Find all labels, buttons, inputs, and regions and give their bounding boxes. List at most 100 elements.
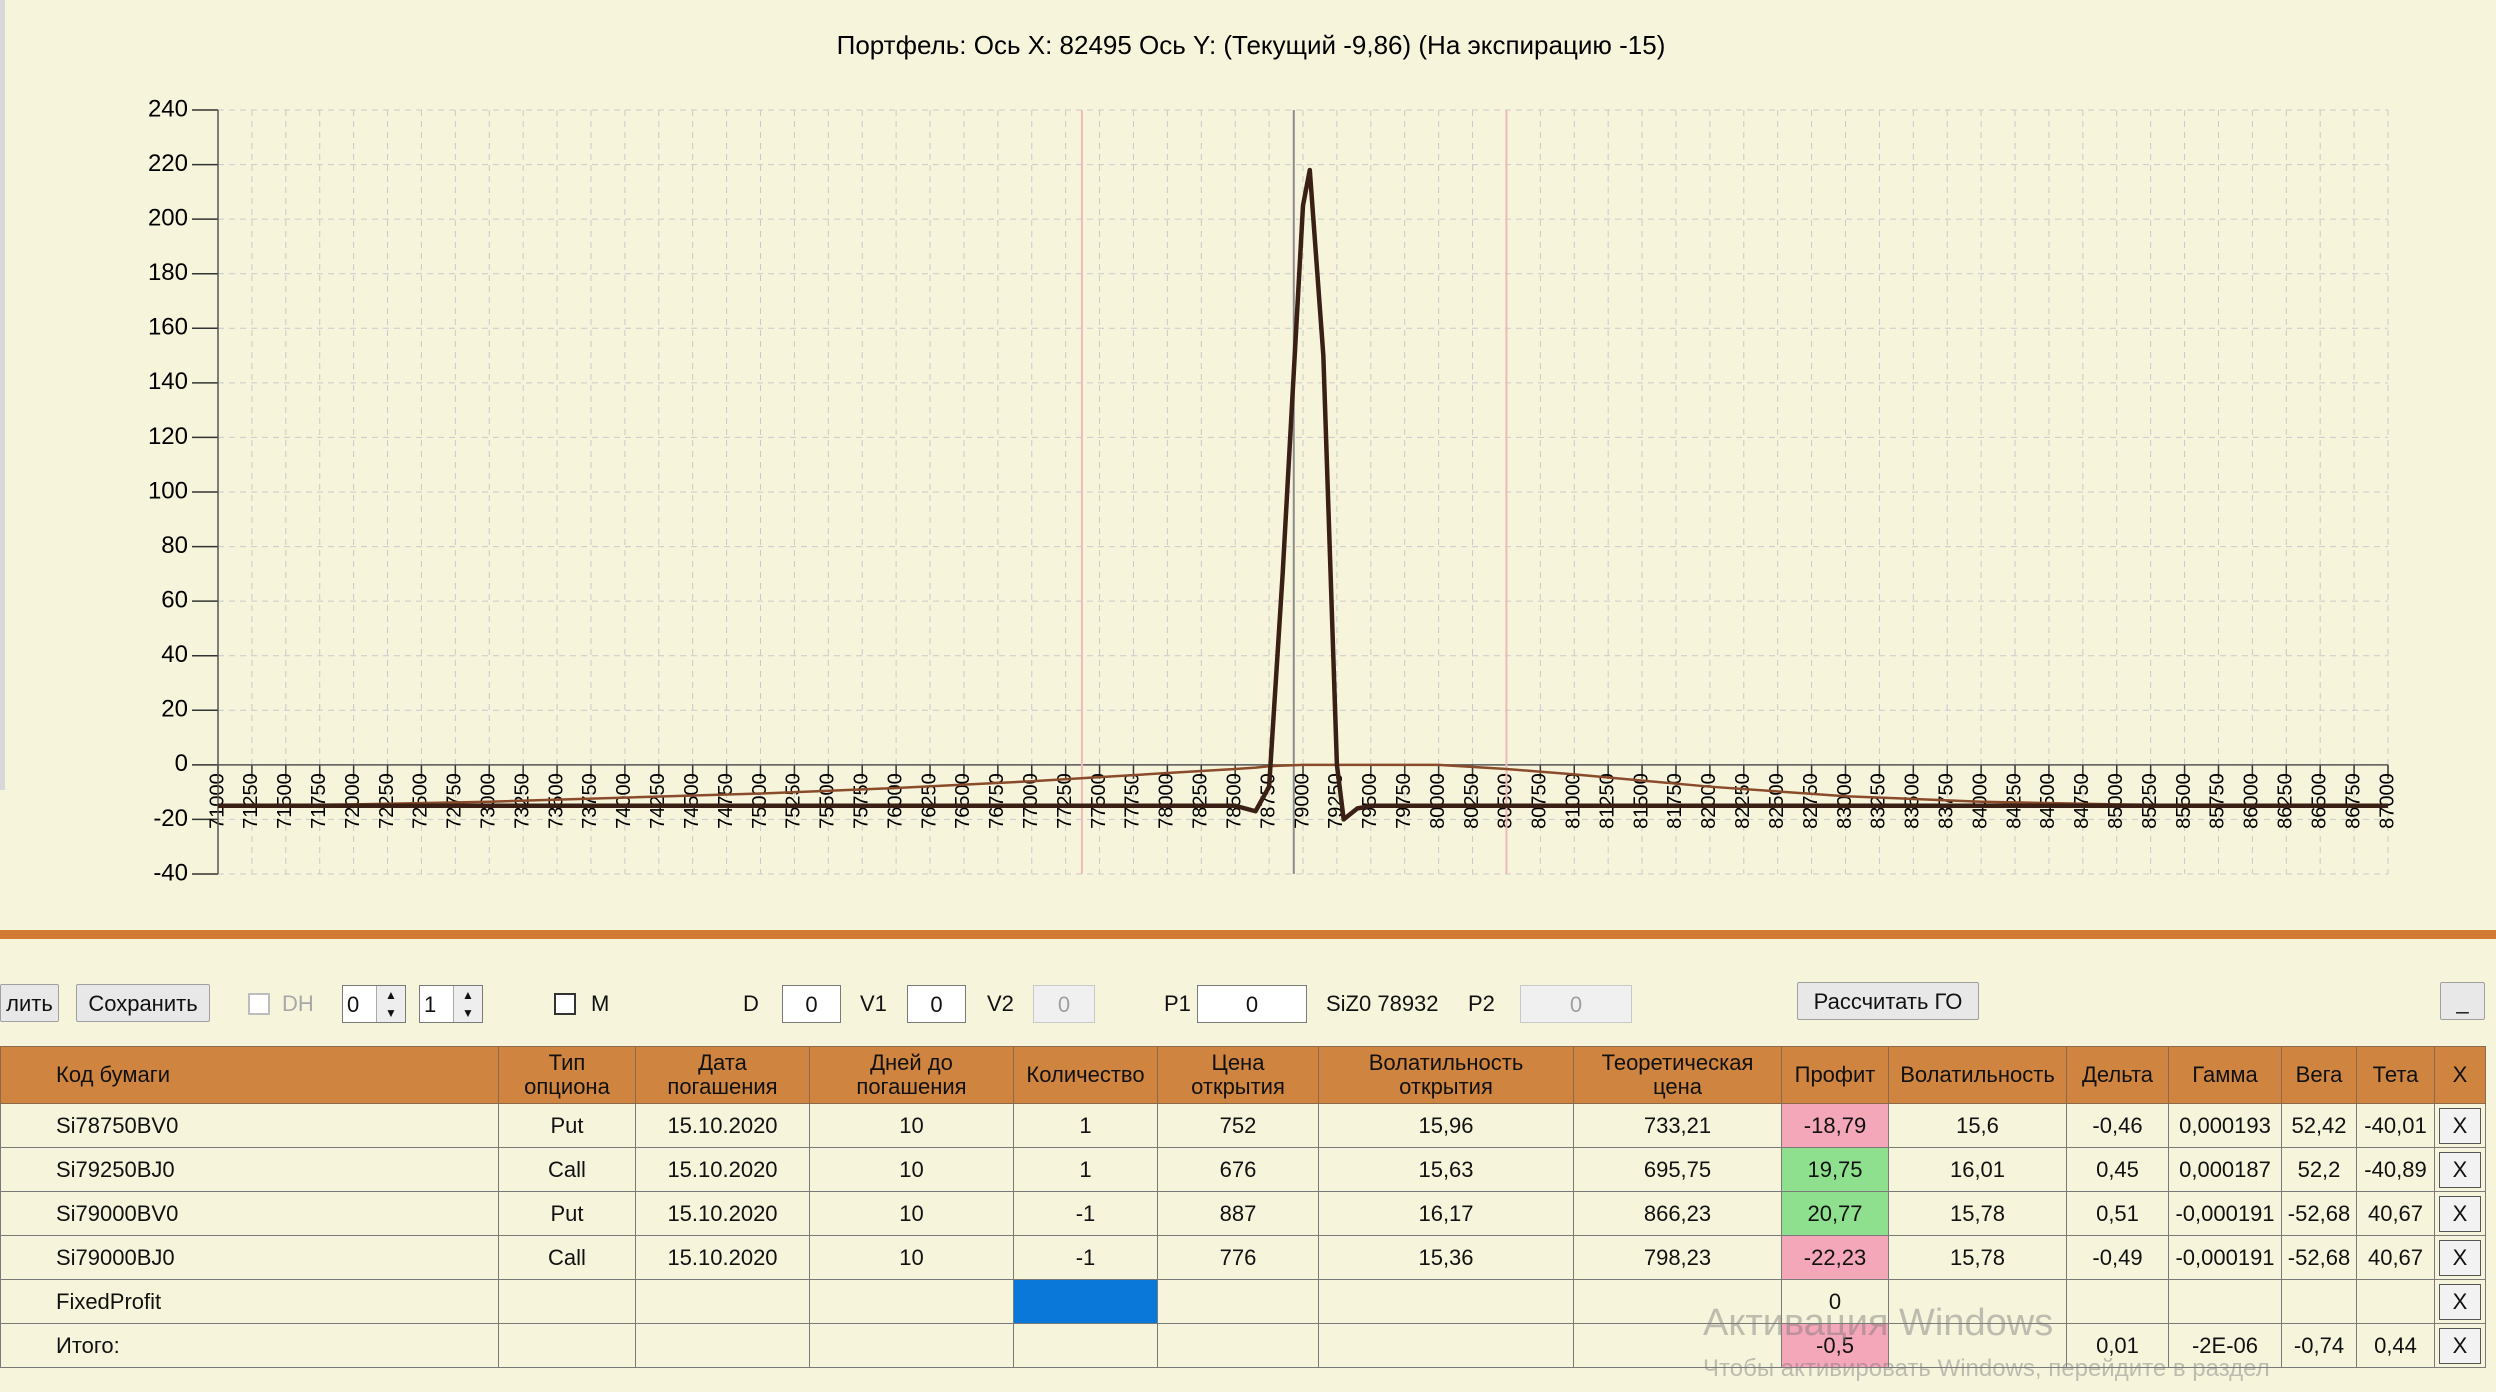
table-cell[interactable] xyxy=(1318,1323,1574,1368)
delete-cell[interactable]: X xyxy=(2434,1147,2486,1192)
table-cell[interactable]: 887 xyxy=(1157,1191,1319,1236)
table-cell[interactable]: 40,67 xyxy=(2356,1235,2435,1280)
table-cell[interactable]: 15,78 xyxy=(1888,1191,2067,1236)
m-checkbox[interactable] xyxy=(554,993,576,1015)
table-cell[interactable]: 15.10.2020 xyxy=(635,1191,810,1236)
table-cell[interactable]: -52,68 xyxy=(2281,1191,2357,1236)
table-cell[interactable]: 10 xyxy=(809,1191,1014,1236)
table-cell[interactable] xyxy=(1573,1323,1782,1368)
table-cell[interactable]: 52,2 xyxy=(2281,1147,2357,1192)
table-cell[interactable]: 733,21 xyxy=(1573,1103,1782,1148)
table-cell[interactable]: 798,23 xyxy=(1573,1235,1782,1280)
table-cell[interactable] xyxy=(498,1323,636,1368)
spin-input[interactable]: 0 ▲ ▼ xyxy=(342,985,406,1023)
table-cell[interactable]: -0,74 xyxy=(2281,1323,2357,1368)
table-cell[interactable]: 52,42 xyxy=(2281,1103,2357,1148)
delete-cell[interactable]: X xyxy=(2434,1103,2486,1148)
table-cell[interactable] xyxy=(1157,1323,1319,1368)
delete-button[interactable]: X xyxy=(2439,1195,2481,1232)
column-header[interactable]: X xyxy=(2434,1046,2486,1104)
table-cell[interactable]: 16,01 xyxy=(1888,1147,2067,1192)
table-cell[interactable]: 776 xyxy=(1157,1235,1319,1280)
delete-button[interactable]: X xyxy=(2439,1283,2481,1320)
delete-button[interactable]: лить xyxy=(0,984,59,1022)
table-cell[interactable]: 15,63 xyxy=(1318,1147,1574,1192)
delete-cell[interactable]: X xyxy=(2434,1279,2486,1324)
table-row[interactable]: FixedProfit 0 X xyxy=(0,1279,2486,1324)
column-header[interactable]: Профит xyxy=(1781,1046,1889,1104)
table-cell[interactable]: 15.10.2020 xyxy=(635,1235,810,1280)
table-cell[interactable]: -2E-06 xyxy=(2168,1323,2282,1368)
table-cell[interactable] xyxy=(1888,1279,2067,1324)
table-cell[interactable]: 0,000187 xyxy=(2168,1147,2282,1192)
table-row[interactable]: Итого: -0,5 0,01 -2E-06 -0,74 0,44 X xyxy=(0,1323,2486,1368)
table-cell[interactable]: 0 xyxy=(1781,1279,1889,1324)
table-cell[interactable]: Put xyxy=(498,1191,636,1236)
table-cell[interactable] xyxy=(635,1323,810,1368)
table-cell[interactable] xyxy=(1573,1279,1782,1324)
table-cell[interactable]: Call xyxy=(498,1147,636,1192)
table-cell[interactable]: -40,01 xyxy=(2356,1103,2435,1148)
table-cell[interactable] xyxy=(2168,1279,2282,1324)
table-cell[interactable] xyxy=(2281,1279,2357,1324)
table-cell[interactable] xyxy=(1318,1279,1574,1324)
table-cell[interactable]: 0,000193 xyxy=(2168,1103,2282,1148)
save-button[interactable]: Сохранить xyxy=(76,984,210,1022)
table-cell[interactable]: 10 xyxy=(809,1235,1014,1280)
table-cell[interactable]: 695,75 xyxy=(1573,1147,1782,1192)
delete-button[interactable]: X xyxy=(2439,1107,2481,1144)
p1-input[interactable]: 0 xyxy=(1197,985,1307,1023)
table-cell[interactable]: 10 xyxy=(809,1103,1014,1148)
table-cell[interactable]: -52,68 xyxy=(2281,1235,2357,1280)
spin-input[interactable]: 1 ▲ ▼ xyxy=(419,985,483,1023)
table-cell[interactable]: 0,51 xyxy=(2066,1191,2169,1236)
table-cell[interactable]: 19,75 xyxy=(1781,1147,1889,1192)
column-header[interactable]: Волатильность xyxy=(1888,1046,2067,1104)
table-cell[interactable]: 10 xyxy=(809,1147,1014,1192)
table-cell[interactable] xyxy=(635,1279,810,1324)
table-cell[interactable]: Итого: xyxy=(0,1323,499,1368)
delete-button[interactable]: X xyxy=(2439,1151,2481,1188)
table-cell[interactable]: 20,77 xyxy=(1781,1191,1889,1236)
table-cell[interactable]: 40,67 xyxy=(2356,1191,2435,1236)
spin-buttons[interactable]: ▲ ▼ xyxy=(376,986,405,1022)
table-cell[interactable]: 0,44 xyxy=(2356,1323,2435,1368)
column-header[interactable]: Тип опциона xyxy=(498,1046,636,1104)
table-cell[interactable]: 752 xyxy=(1157,1103,1319,1148)
table-row[interactable]: Si79000BJ0 Call 15.10.2020 10 -1 776 15,36 798,… xyxy=(0,1235,2486,1280)
dh-checkbox[interactable] xyxy=(248,993,270,1015)
column-header[interactable]: Количество xyxy=(1013,1046,1158,1104)
table-row[interactable]: Si79000BV0 Put 15.10.2020 10 -1 887 16,17 866,2… xyxy=(0,1191,2486,1236)
calc-button[interactable]: Рассчитать ГО xyxy=(1797,982,1979,1020)
table-cell[interactable]: -0,49 xyxy=(2066,1235,2169,1280)
delete-button[interactable]: X xyxy=(2439,1239,2481,1276)
table-cell[interactable]: -0,000191 xyxy=(2168,1235,2282,1280)
table-cell[interactable]: 676 xyxy=(1157,1147,1319,1192)
table-cell[interactable]: 15,36 xyxy=(1318,1235,1574,1280)
column-header[interactable]: Тета xyxy=(2356,1046,2435,1104)
table-cell[interactable] xyxy=(1888,1323,2067,1368)
delete-cell[interactable]: X xyxy=(2434,1191,2486,1236)
table-cell[interactable]: 15.10.2020 xyxy=(635,1147,810,1192)
table-cell[interactable]: 0,01 xyxy=(2066,1323,2169,1368)
table-cell[interactable]: -1 xyxy=(1013,1235,1158,1280)
table-row[interactable]: Si79250BJ0 Call 15.10.2020 10 1 676 15,63 695,7… xyxy=(0,1147,2486,1192)
column-header[interactable]: Гамма xyxy=(2168,1046,2282,1104)
table-cell[interactable]: Si79000BV0 xyxy=(0,1191,499,1236)
table-cell[interactable]: Si79250BJ0 xyxy=(0,1147,499,1192)
column-header[interactable]: Теоретическая цена xyxy=(1573,1046,1782,1104)
delete-cell[interactable]: X xyxy=(2434,1235,2486,1280)
column-header[interactable]: Цена открытия xyxy=(1157,1046,1319,1104)
table-cell[interactable] xyxy=(1013,1323,1158,1368)
table-cell[interactable]: 1 xyxy=(1013,1147,1158,1192)
table-cell[interactable]: 1 xyxy=(1013,1103,1158,1148)
table-cell[interactable]: 866,23 xyxy=(1573,1191,1782,1236)
delete-cell[interactable]: X xyxy=(2434,1323,2486,1368)
table-cell[interactable] xyxy=(1157,1279,1319,1324)
table-cell[interactable]: -0,000191 xyxy=(2168,1191,2282,1236)
d-input[interactable]: 0 xyxy=(782,985,841,1023)
table-cell[interactable]: 15,6 xyxy=(1888,1103,2067,1148)
table-row[interactable]: Si78750BV0 Put 15.10.2020 10 1 752 15,96 733,21… xyxy=(0,1103,2486,1148)
column-header[interactable]: Дней до погашения xyxy=(809,1046,1014,1104)
table-cell[interactable]: 0,45 xyxy=(2066,1147,2169,1192)
